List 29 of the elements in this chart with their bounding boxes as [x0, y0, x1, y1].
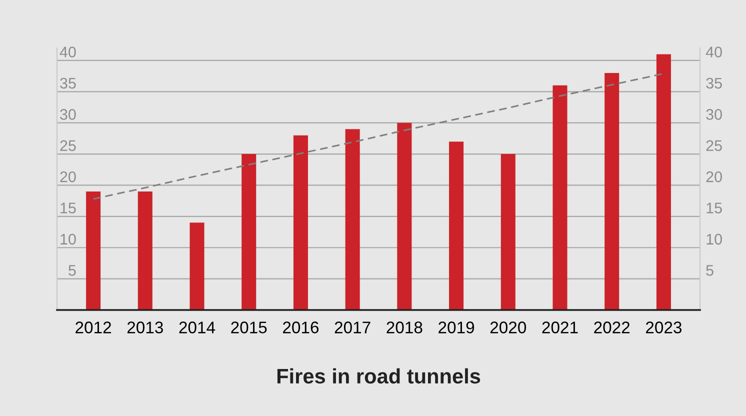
x-tick-label: 2018	[386, 322, 422, 334]
x-tick-label: 2016	[283, 322, 319, 334]
x-tick-label: 2017	[334, 322, 370, 334]
x-tick-label: 2021	[542, 322, 578, 334]
x-tick-label: 2012	[76, 322, 111, 334]
y2-tick-label: 20	[706, 171, 722, 182]
y2-tick-label: 15	[706, 202, 722, 214]
x-tick-label: 2013	[127, 322, 163, 334]
y-tick-label: 25	[60, 140, 76, 152]
x-tick-label: 2023	[646, 322, 682, 334]
y2-tick-label: 30	[706, 109, 722, 120]
y2-tick-label: 25	[706, 140, 722, 152]
y-tick-label: 5	[68, 265, 76, 276]
y2-tick-label: 35	[706, 78, 722, 89]
y-tick-label: 40	[60, 46, 76, 58]
y2-tick-label: 40	[706, 46, 722, 58]
x-tick-label: 2015	[231, 322, 267, 334]
text: Fires in road tunnels	[277, 368, 480, 384]
y2-tick-label: 5	[706, 265, 714, 276]
y-tick-label: 15	[60, 202, 76, 214]
x-tick-label: 2020	[490, 322, 526, 334]
y-tick-label: 35	[60, 78, 76, 89]
x-tick-label: 2019	[438, 322, 474, 334]
x-tick-label: 2022	[594, 322, 630, 334]
y2-tick-label: 10	[706, 234, 722, 245]
y-tick-label: 30	[60, 109, 76, 120]
y-tick-label: 20	[60, 171, 76, 182]
x-tick-label: 2014	[179, 322, 216, 334]
y-tick-label: 10	[60, 234, 76, 245]
